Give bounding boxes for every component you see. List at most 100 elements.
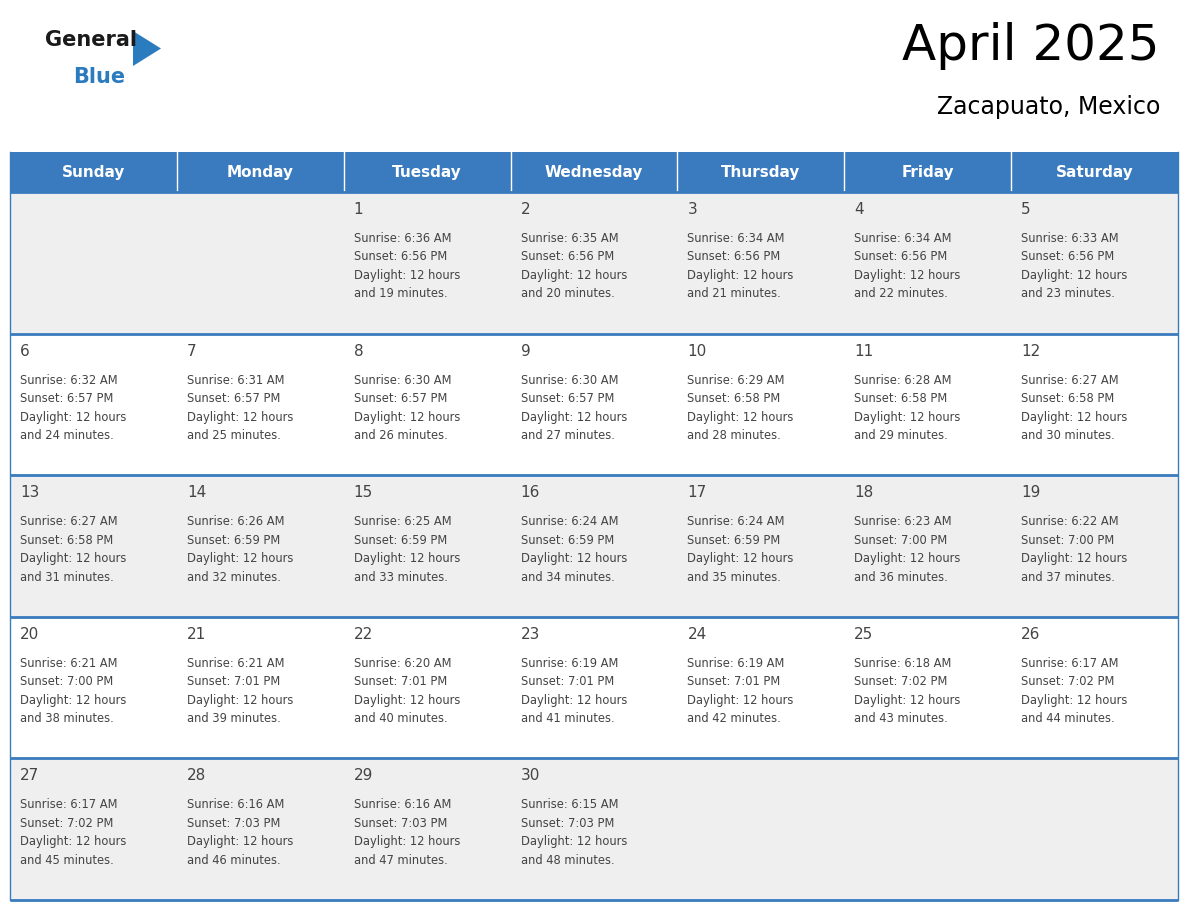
Text: 11: 11 xyxy=(854,343,873,359)
Text: Daylight: 12 hours: Daylight: 12 hours xyxy=(520,553,627,565)
Polygon shape xyxy=(133,31,162,66)
Text: and 40 minutes.: and 40 minutes. xyxy=(354,712,448,725)
Text: Daylight: 12 hours: Daylight: 12 hours xyxy=(854,694,961,707)
Bar xyxy=(10,152,177,192)
Bar xyxy=(845,476,1011,617)
Text: 19: 19 xyxy=(1022,486,1041,500)
Bar xyxy=(845,617,1011,758)
Text: Sunrise: 6:17 AM: Sunrise: 6:17 AM xyxy=(20,799,118,812)
Text: Sunrise: 6:18 AM: Sunrise: 6:18 AM xyxy=(854,656,952,670)
Text: Sunrise: 6:16 AM: Sunrise: 6:16 AM xyxy=(187,799,284,812)
Bar xyxy=(677,758,845,900)
Text: Daylight: 12 hours: Daylight: 12 hours xyxy=(20,553,126,565)
Text: 7: 7 xyxy=(187,343,196,359)
Text: and 27 minutes.: and 27 minutes. xyxy=(520,429,614,442)
Bar xyxy=(343,152,511,192)
Text: 12: 12 xyxy=(1022,343,1041,359)
Text: Sunset: 6:58 PM: Sunset: 6:58 PM xyxy=(1022,392,1114,405)
Bar xyxy=(677,333,845,476)
Text: and 35 minutes.: and 35 minutes. xyxy=(688,571,782,584)
Bar xyxy=(343,758,511,900)
Text: and 31 minutes.: and 31 minutes. xyxy=(20,571,114,584)
Text: Sunset: 6:58 PM: Sunset: 6:58 PM xyxy=(854,392,948,405)
Text: Tuesday: Tuesday xyxy=(392,164,462,180)
Text: Sunrise: 6:24 AM: Sunrise: 6:24 AM xyxy=(520,515,618,528)
Bar xyxy=(177,476,343,617)
Text: Sunset: 7:02 PM: Sunset: 7:02 PM xyxy=(1022,676,1114,688)
Text: Daylight: 12 hours: Daylight: 12 hours xyxy=(354,694,460,707)
Text: Sunset: 7:03 PM: Sunset: 7:03 PM xyxy=(354,817,447,830)
Text: Sunset: 6:57 PM: Sunset: 6:57 PM xyxy=(354,392,447,405)
Bar xyxy=(10,476,177,617)
Text: Wednesday: Wednesday xyxy=(545,164,643,180)
Text: Sunset: 6:59 PM: Sunset: 6:59 PM xyxy=(520,533,614,547)
Text: Sunrise: 6:23 AM: Sunrise: 6:23 AM xyxy=(854,515,952,528)
Text: and 28 minutes.: and 28 minutes. xyxy=(688,429,782,442)
Bar xyxy=(343,476,511,617)
Text: Sunset: 6:56 PM: Sunset: 6:56 PM xyxy=(854,251,948,263)
Text: Sunset: 7:01 PM: Sunset: 7:01 PM xyxy=(520,676,614,688)
Text: and 21 minutes.: and 21 minutes. xyxy=(688,287,782,300)
Text: and 42 minutes.: and 42 minutes. xyxy=(688,712,782,725)
Bar xyxy=(677,192,845,333)
Text: Sunrise: 6:17 AM: Sunrise: 6:17 AM xyxy=(1022,656,1119,670)
Text: Daylight: 12 hours: Daylight: 12 hours xyxy=(1022,269,1127,282)
Bar xyxy=(511,758,677,900)
Bar xyxy=(1011,192,1178,333)
Text: and 20 minutes.: and 20 minutes. xyxy=(520,287,614,300)
Text: Sunrise: 6:33 AM: Sunrise: 6:33 AM xyxy=(1022,232,1119,245)
Text: Sunset: 7:00 PM: Sunset: 7:00 PM xyxy=(20,676,113,688)
Text: Sunset: 7:01 PM: Sunset: 7:01 PM xyxy=(187,676,280,688)
Text: Sunset: 7:01 PM: Sunset: 7:01 PM xyxy=(354,676,447,688)
Text: Sunrise: 6:21 AM: Sunrise: 6:21 AM xyxy=(187,656,284,670)
Text: 18: 18 xyxy=(854,486,873,500)
Bar xyxy=(1011,476,1178,617)
Bar xyxy=(845,758,1011,900)
Text: Blue: Blue xyxy=(72,67,125,87)
Bar xyxy=(1011,333,1178,476)
Text: Sunrise: 6:36 AM: Sunrise: 6:36 AM xyxy=(354,232,451,245)
Text: Sunset: 6:56 PM: Sunset: 6:56 PM xyxy=(354,251,447,263)
Text: Daylight: 12 hours: Daylight: 12 hours xyxy=(854,269,961,282)
Text: 28: 28 xyxy=(187,768,206,783)
Text: General: General xyxy=(45,30,137,50)
Text: Sunset: 7:00 PM: Sunset: 7:00 PM xyxy=(1022,533,1114,547)
Text: Daylight: 12 hours: Daylight: 12 hours xyxy=(854,553,961,565)
Text: 22: 22 xyxy=(354,627,373,642)
Text: and 48 minutes.: and 48 minutes. xyxy=(520,854,614,867)
Text: Daylight: 12 hours: Daylight: 12 hours xyxy=(20,694,126,707)
Text: Sunrise: 6:29 AM: Sunrise: 6:29 AM xyxy=(688,374,785,386)
Text: Daylight: 12 hours: Daylight: 12 hours xyxy=(854,410,961,423)
Text: Sunrise: 6:19 AM: Sunrise: 6:19 AM xyxy=(688,656,785,670)
Text: Daylight: 12 hours: Daylight: 12 hours xyxy=(1022,410,1127,423)
Text: and 39 minutes.: and 39 minutes. xyxy=(187,712,280,725)
Text: 24: 24 xyxy=(688,627,707,642)
Text: Sunrise: 6:16 AM: Sunrise: 6:16 AM xyxy=(354,799,451,812)
Text: Sunset: 7:01 PM: Sunset: 7:01 PM xyxy=(688,676,781,688)
Text: 13: 13 xyxy=(20,486,39,500)
Text: Monday: Monday xyxy=(227,164,293,180)
Text: Sunrise: 6:34 AM: Sunrise: 6:34 AM xyxy=(688,232,785,245)
Text: Daylight: 12 hours: Daylight: 12 hours xyxy=(354,553,460,565)
Text: and 22 minutes.: and 22 minutes. xyxy=(854,287,948,300)
Text: and 44 minutes.: and 44 minutes. xyxy=(1022,712,1114,725)
Text: Sunrise: 6:27 AM: Sunrise: 6:27 AM xyxy=(1022,374,1119,386)
Text: 21: 21 xyxy=(187,627,206,642)
Text: Daylight: 12 hours: Daylight: 12 hours xyxy=(20,410,126,423)
Bar xyxy=(343,192,511,333)
Text: and 30 minutes.: and 30 minutes. xyxy=(1022,429,1114,442)
Text: Daylight: 12 hours: Daylight: 12 hours xyxy=(187,553,293,565)
Text: Sunrise: 6:28 AM: Sunrise: 6:28 AM xyxy=(854,374,952,386)
Bar xyxy=(177,758,343,900)
Text: 4: 4 xyxy=(854,202,864,217)
Text: Sunset: 6:56 PM: Sunset: 6:56 PM xyxy=(1022,251,1114,263)
Text: and 33 minutes.: and 33 minutes. xyxy=(354,571,448,584)
Text: Sunset: 6:57 PM: Sunset: 6:57 PM xyxy=(520,392,614,405)
Text: 8: 8 xyxy=(354,343,364,359)
Text: Friday: Friday xyxy=(902,164,954,180)
Text: Daylight: 12 hours: Daylight: 12 hours xyxy=(354,410,460,423)
Text: and 32 minutes.: and 32 minutes. xyxy=(187,571,280,584)
Text: Daylight: 12 hours: Daylight: 12 hours xyxy=(354,269,460,282)
Text: Sunset: 6:57 PM: Sunset: 6:57 PM xyxy=(20,392,113,405)
Text: 17: 17 xyxy=(688,486,707,500)
